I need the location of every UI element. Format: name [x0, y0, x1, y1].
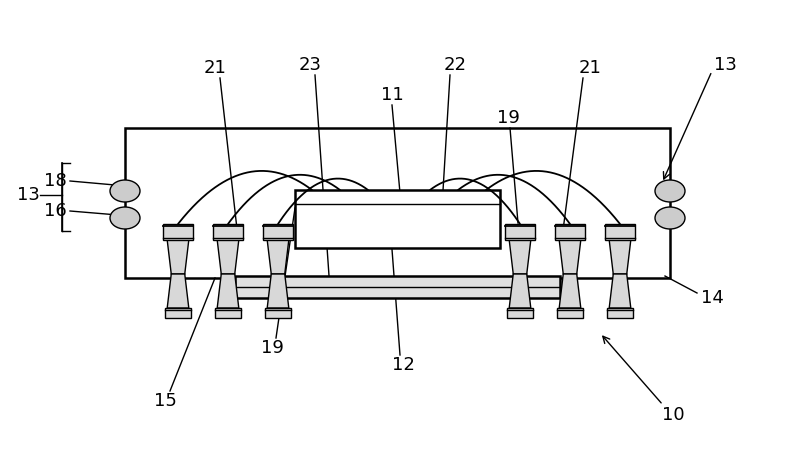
- Text: 21: 21: [203, 59, 226, 77]
- Polygon shape: [610, 240, 630, 274]
- Bar: [213, 224, 243, 240]
- Bar: [507, 308, 533, 318]
- Bar: [505, 224, 535, 240]
- Bar: [295, 190, 500, 248]
- Text: 19: 19: [261, 339, 283, 357]
- Bar: [558, 308, 582, 318]
- Bar: [163, 224, 193, 240]
- Text: 15: 15: [154, 392, 177, 410]
- Polygon shape: [509, 240, 531, 274]
- Text: 14: 14: [701, 289, 723, 307]
- Text: 13: 13: [714, 56, 737, 74]
- Text: 21: 21: [578, 59, 602, 77]
- Bar: [607, 308, 633, 318]
- Bar: [215, 308, 241, 318]
- Text: 18: 18: [44, 172, 66, 190]
- Text: 22: 22: [443, 56, 466, 74]
- Polygon shape: [559, 240, 581, 274]
- Bar: [235, 276, 560, 298]
- Bar: [263, 224, 293, 240]
- Polygon shape: [218, 274, 239, 308]
- Ellipse shape: [110, 180, 140, 202]
- Polygon shape: [167, 240, 189, 274]
- Bar: [166, 308, 190, 318]
- Text: 13: 13: [17, 186, 39, 204]
- Text: 11: 11: [381, 86, 403, 104]
- Bar: [266, 308, 290, 318]
- Ellipse shape: [655, 180, 685, 202]
- Bar: [125, 128, 670, 278]
- Ellipse shape: [110, 207, 140, 229]
- Text: 12: 12: [391, 356, 414, 374]
- Text: 19: 19: [497, 109, 519, 127]
- Polygon shape: [167, 274, 189, 308]
- Polygon shape: [218, 240, 239, 274]
- Polygon shape: [610, 274, 630, 308]
- Text: 10: 10: [662, 406, 684, 424]
- Bar: [555, 224, 585, 240]
- Polygon shape: [509, 274, 531, 308]
- Polygon shape: [267, 240, 289, 274]
- Ellipse shape: [655, 207, 685, 229]
- Bar: [605, 224, 635, 240]
- Text: 16: 16: [44, 202, 66, 220]
- Text: 23: 23: [298, 56, 322, 74]
- Polygon shape: [559, 274, 581, 308]
- Polygon shape: [267, 274, 289, 308]
